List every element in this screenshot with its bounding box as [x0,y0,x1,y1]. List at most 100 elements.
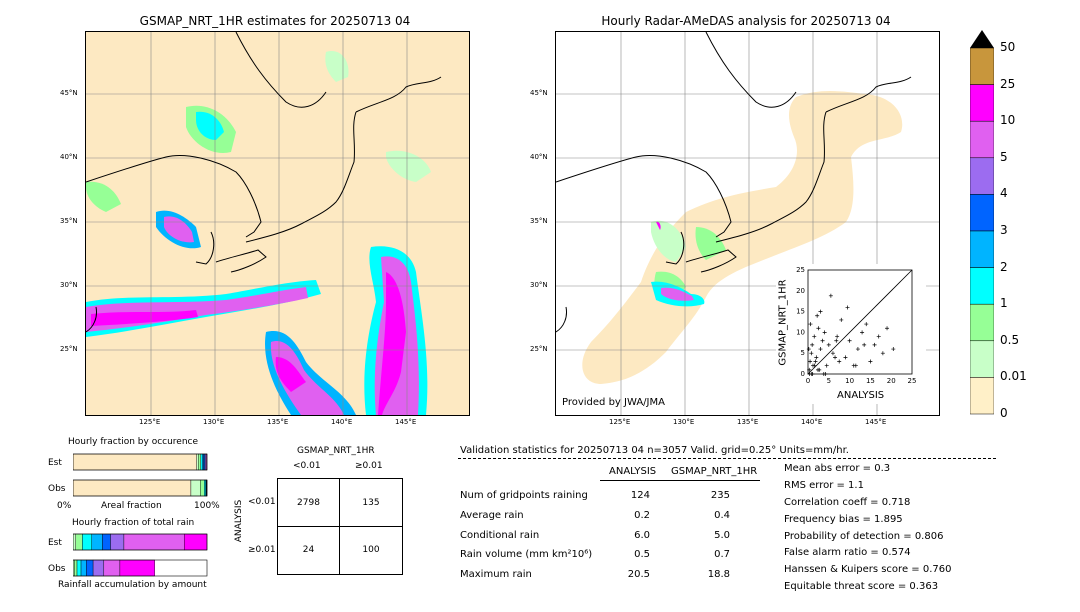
scatter-point [847,338,852,343]
total-rain-title: Hourly fraction of total rain [72,518,195,528]
total-rain-bar-est [73,533,76,551]
right-lat-30: 30°N [530,281,548,289]
left-lon-145: 145°E [395,418,417,426]
scatter-ytick: 20 [796,287,805,295]
colorbar [969,30,995,415]
contingency-cell-d: 100 [362,545,380,555]
total-rain-bar-obs [92,559,105,577]
occurrence-bar-est [196,453,199,471]
colorbar-segment [969,303,995,342]
scatter-point [823,372,828,376]
right-lon-125: 125°E [609,418,631,426]
right-lat-35: 35°N [530,217,548,225]
total-rain-footer: Rainfall accumulation by amount [58,580,207,590]
colorbar-segment [969,377,995,415]
occurrence-obs-label: Obs [48,484,66,494]
scatter-point [826,342,831,347]
scatter-point [853,363,858,368]
scatter-point [810,342,815,347]
total-rain-bar-obs [74,559,78,577]
right-lat-40: 40°N [530,153,548,161]
scatter-point [818,309,823,314]
scatter-point [818,347,823,352]
scatter-point [891,347,896,352]
scatter-xlabel: ANALYSIS [837,390,885,401]
occurrence-bar-obs [204,479,206,497]
stat-gsmap-conditional: 5.0 [714,530,730,541]
radar-credit: Provided by JWA/JMA [562,397,665,408]
scatter-xtick: 0 [806,377,810,385]
left-map-grid [86,32,469,415]
stat-analysis-average: 0.2 [634,510,650,521]
score-far: False alarm ratio = 0.574 [784,547,911,558]
scatter-point [872,342,877,347]
total-rain-bar-obs [103,559,121,577]
scatter-point [839,317,844,322]
scatter-ylabel: GSMAP_NRT_1HR [777,279,789,366]
stat-gsmap-maximum: 18.8 [707,569,730,580]
left-lon-140: 140°E [331,418,353,426]
colorbar-segment [969,267,995,305]
left-lon-135: 135°E [267,418,289,426]
validation-col-gsmap: GSMAP_NRT_1HR [671,466,758,477]
occurrence-axis-left: 0% [57,501,72,511]
scatter-point [855,347,860,352]
left-map-canvas [86,32,469,415]
validation-col-analysis: ANALYSIS [609,466,657,477]
right-coastline [556,32,912,333]
contingency-cell-b: 135 [362,498,380,508]
scatter-diagonal [807,269,913,375]
right-lat-25: 25°N [530,345,548,353]
contingency-table: 2798 135 24 100 [277,478,403,575]
left-rain-field [86,51,431,415]
scatter-inset: 0 0 5 5 10 10 15 15 20 20 25 25 [776,264,926,404]
colorbar-segment [969,84,995,122]
scatter-point [806,347,811,352]
validation-divider [458,458,996,459]
occurrence-title: Hourly fraction by occurence [68,437,199,447]
score-mae: Mean abs error = 0.3 [784,463,891,474]
colorbar-tick-label: 2 [1000,259,1008,274]
total-rain-bar-est [102,533,111,551]
scatter-point [833,355,838,360]
occurrence-est-label: Est [48,458,62,468]
scatter-point [813,359,818,364]
scatter-ytick: 25 [796,266,805,274]
colorbar-extend-arrow [970,30,994,48]
score-frequency-bias: Frequency bias = 1.895 [784,514,903,525]
colorbar-segment [969,340,995,378]
contingency-col-lt: <0.01 [293,461,321,471]
left-lat-40: 40°N [60,153,78,161]
occurrence-chart [73,453,208,497]
stat-gsmap-volume: 0.7 [714,549,730,560]
right-lon-135: 135°E [737,418,759,426]
contingency-cell-a: 2798 [297,498,320,508]
total-rain-obs-label: Obs [48,564,66,574]
scatter-point [864,322,869,327]
stat-gsmap-average: 0.4 [714,510,730,521]
scatter-point [885,326,890,331]
occurrence-bar-obs [73,479,192,497]
scatter-point [808,322,813,327]
scatter-xtick: 10 [845,377,854,385]
scatter-point [809,351,814,356]
left-lon-130: 130°E [203,418,225,426]
total-rain-bar-est [75,533,83,551]
score-hk: Hanssen & Kuipers score = 0.760 [784,564,952,575]
stat-label-average: Average rain [460,510,524,521]
contingency-row-title: ANALYSIS [234,499,245,543]
colorbar-segment [969,47,995,85]
left-lat-35: 35°N [60,217,78,225]
left-lat-30: 30°N [60,281,78,289]
colorbar-tick-label: 0.01 [1000,369,1027,384]
scatter-point [860,330,865,335]
validation-col-rule [600,480,760,481]
colorbar-tick-label: 50 [1000,40,1016,54]
scatter-point [845,305,850,310]
total-rain-bar-obs [76,559,82,577]
colorbar-segment [969,157,995,195]
scatter-point [876,334,881,339]
left-map-title: GSMAP_NRT_1HR estimates for 20250713 04 [139,14,411,28]
scatter-point [814,355,819,360]
occurrence-bar-obs [190,479,201,497]
